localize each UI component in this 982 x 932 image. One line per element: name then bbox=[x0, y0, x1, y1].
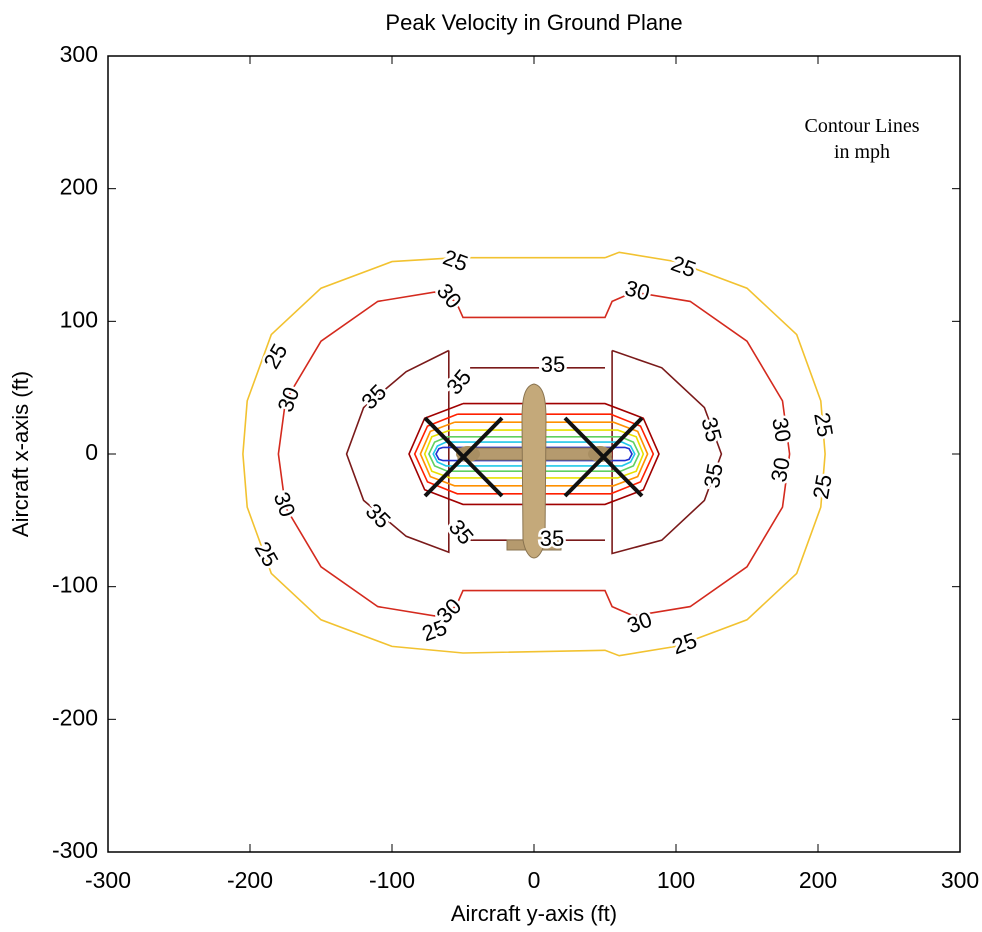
x-tick-label: 200 bbox=[799, 867, 837, 893]
contour-label: 35 bbox=[361, 498, 396, 533]
y-tick-label: 300 bbox=[60, 41, 98, 67]
x-tick-label: 100 bbox=[657, 867, 695, 893]
contour-label: 35 bbox=[540, 526, 564, 551]
contour-label: 25 bbox=[808, 472, 837, 500]
contour-label: 30 bbox=[624, 606, 656, 638]
contour-label: 35 bbox=[699, 461, 728, 489]
contour-label: 35 bbox=[696, 415, 726, 445]
contour-label: 35 bbox=[356, 379, 391, 414]
annotation: Contour Lines bbox=[805, 115, 920, 137]
contour-label: 25 bbox=[809, 410, 838, 438]
chart-title: Peak Velocity in Ground Plane bbox=[385, 10, 682, 35]
contour-label: 30 bbox=[622, 275, 652, 305]
y-tick-label: -300 bbox=[52, 837, 98, 863]
axes: -300 -200 -100 0 100 200 300 -300 -200 -100 0 100 20… bbox=[52, 41, 979, 893]
contour-label: 25 bbox=[669, 627, 701, 659]
y-axis-label: Aircraft x-axis (ft) bbox=[8, 371, 33, 537]
contour-label: 30 bbox=[269, 489, 301, 521]
contour-label: 30 bbox=[766, 455, 795, 483]
x-axis-label: Aircraft y-axis (ft) bbox=[451, 901, 617, 926]
y-tick-label: -100 bbox=[52, 572, 98, 598]
x-tick-label: 0 bbox=[528, 867, 541, 893]
x-tick-label: -100 bbox=[369, 867, 415, 893]
contour-label: 25 bbox=[440, 244, 472, 276]
contour-label: 35 bbox=[441, 365, 476, 400]
contour-label: 35 bbox=[541, 352, 565, 377]
y-tick-label: -200 bbox=[52, 704, 98, 730]
x-tick-label: -200 bbox=[227, 867, 273, 893]
contour-label: 25 bbox=[668, 250, 700, 282]
x-tick-label: 300 bbox=[941, 867, 979, 893]
annotation: in mph bbox=[834, 141, 890, 163]
contour-label: 30 bbox=[272, 384, 304, 416]
y-tick-label: 100 bbox=[60, 306, 98, 332]
contour-label: 30 bbox=[767, 415, 796, 443]
x-tick-label: -300 bbox=[85, 867, 131, 893]
contour-label: 30 bbox=[432, 279, 467, 314]
contour-label: 25 bbox=[250, 537, 284, 571]
contour-label: 25 bbox=[259, 339, 293, 373]
chart: Peak Velocity in Ground Plane Aircraft y… bbox=[0, 0, 982, 932]
y-tick-label: 200 bbox=[60, 174, 98, 200]
y-tick-label: 0 bbox=[85, 439, 98, 465]
